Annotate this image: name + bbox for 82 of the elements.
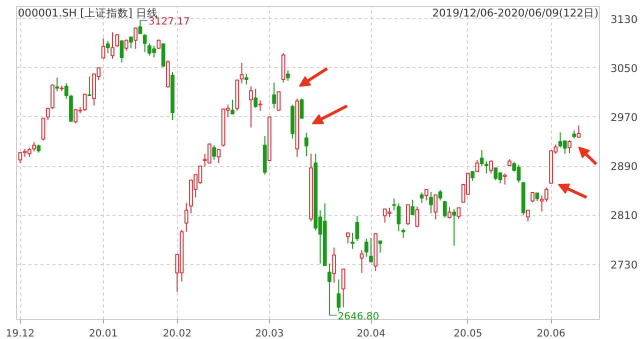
candlestick: [216, 148, 221, 164]
candlestick: [526, 210, 530, 222]
candlestick: [129, 36, 133, 49]
candlestick: [456, 207, 461, 220]
candlestick: [124, 39, 128, 52]
candlestick: [304, 132, 308, 157]
y-tick-label: 3050: [610, 62, 638, 75]
chart-subtitle: 2019/12/06-2020/06/09(122日): [432, 6, 599, 20]
candlestick: [134, 27, 138, 50]
candlestick: [161, 43, 166, 68]
candlestick: [530, 192, 534, 203]
candlestick: [392, 198, 396, 211]
candlestick: [484, 160, 488, 174]
candlestick: [138, 20, 142, 35]
candlestick: [438, 190, 442, 201]
candlestick: [396, 203, 401, 232]
candlestick: [442, 200, 447, 218]
candlestick: [115, 34, 120, 48]
candlestick: [110, 32, 114, 60]
y-tick-label: 2970: [610, 110, 638, 124]
candlestick: [88, 76, 92, 96]
candlestick: [341, 268, 346, 308]
candlestick: [286, 70, 290, 82]
candlestick: [55, 77, 60, 92]
candlestick: [254, 88, 258, 108]
annotation: 3127.17: [148, 16, 190, 28]
candlestick: [328, 263, 332, 316]
candlestick: [406, 204, 410, 226]
candlestick: [244, 74, 248, 85]
candlestick: [360, 250, 364, 274]
candlestick: [41, 118, 46, 141]
x-tick-label: 20.05: [454, 328, 482, 339]
candlestick: [568, 140, 572, 154]
candlestick: [74, 109, 78, 124]
candlestick: [502, 172, 507, 185]
candlestick: [415, 206, 420, 228]
y-tick-label: 2890: [610, 160, 638, 174]
candlestick: [332, 247, 336, 284]
candlestick: [429, 191, 433, 214]
x-tick-label: 20.06: [536, 328, 566, 339]
y-tick-label: 2730: [610, 258, 638, 272]
candlestick: [101, 38, 106, 59]
candlestick: [156, 39, 161, 50]
candlestick: [276, 91, 281, 112]
candlestick: [300, 98, 304, 119]
candlestick: [576, 125, 581, 138]
candlestick: [369, 237, 373, 263]
y-tick-label: 2810: [610, 209, 638, 222]
candlestick: [544, 187, 548, 202]
x-tick-label: 19.12: [6, 328, 35, 339]
candlestick: [489, 160, 493, 174]
candlestick: [475, 159, 480, 172]
candlestick: [424, 188, 428, 201]
candlestick: [336, 279, 341, 312]
candlestick: [401, 228, 406, 238]
candlestick: [212, 144, 216, 160]
candlestick: [272, 82, 276, 109]
candlestick: [230, 99, 234, 116]
y-tick-label: 3130: [610, 12, 638, 26]
candlestick: [410, 199, 414, 216]
x-tick-label: 20.04: [356, 328, 386, 339]
candlestick: [184, 202, 188, 232]
candlestick: [494, 167, 498, 181]
annotation: 2646.80: [338, 311, 380, 322]
x-tick-label: 20.01: [88, 328, 118, 339]
candlestick: [350, 232, 354, 250]
candlestick: [378, 240, 382, 254]
x-tick-label: 20.03: [255, 328, 284, 339]
candlestick: [364, 238, 368, 258]
candlestick: [452, 208, 456, 246]
candlestick: [82, 94, 87, 112]
x-tick-label: 20.02: [162, 328, 192, 339]
candlestick: [562, 140, 567, 154]
candlestick: [434, 194, 438, 220]
candlestick: [240, 62, 244, 84]
candlestick: [142, 34, 147, 52]
candlestick: [420, 192, 424, 204]
candlestick: [355, 215, 360, 242]
candlestick: [120, 40, 124, 63]
candlestick: [249, 86, 253, 128]
candlestick: [106, 40, 110, 54]
candlestick: [258, 100, 262, 112]
